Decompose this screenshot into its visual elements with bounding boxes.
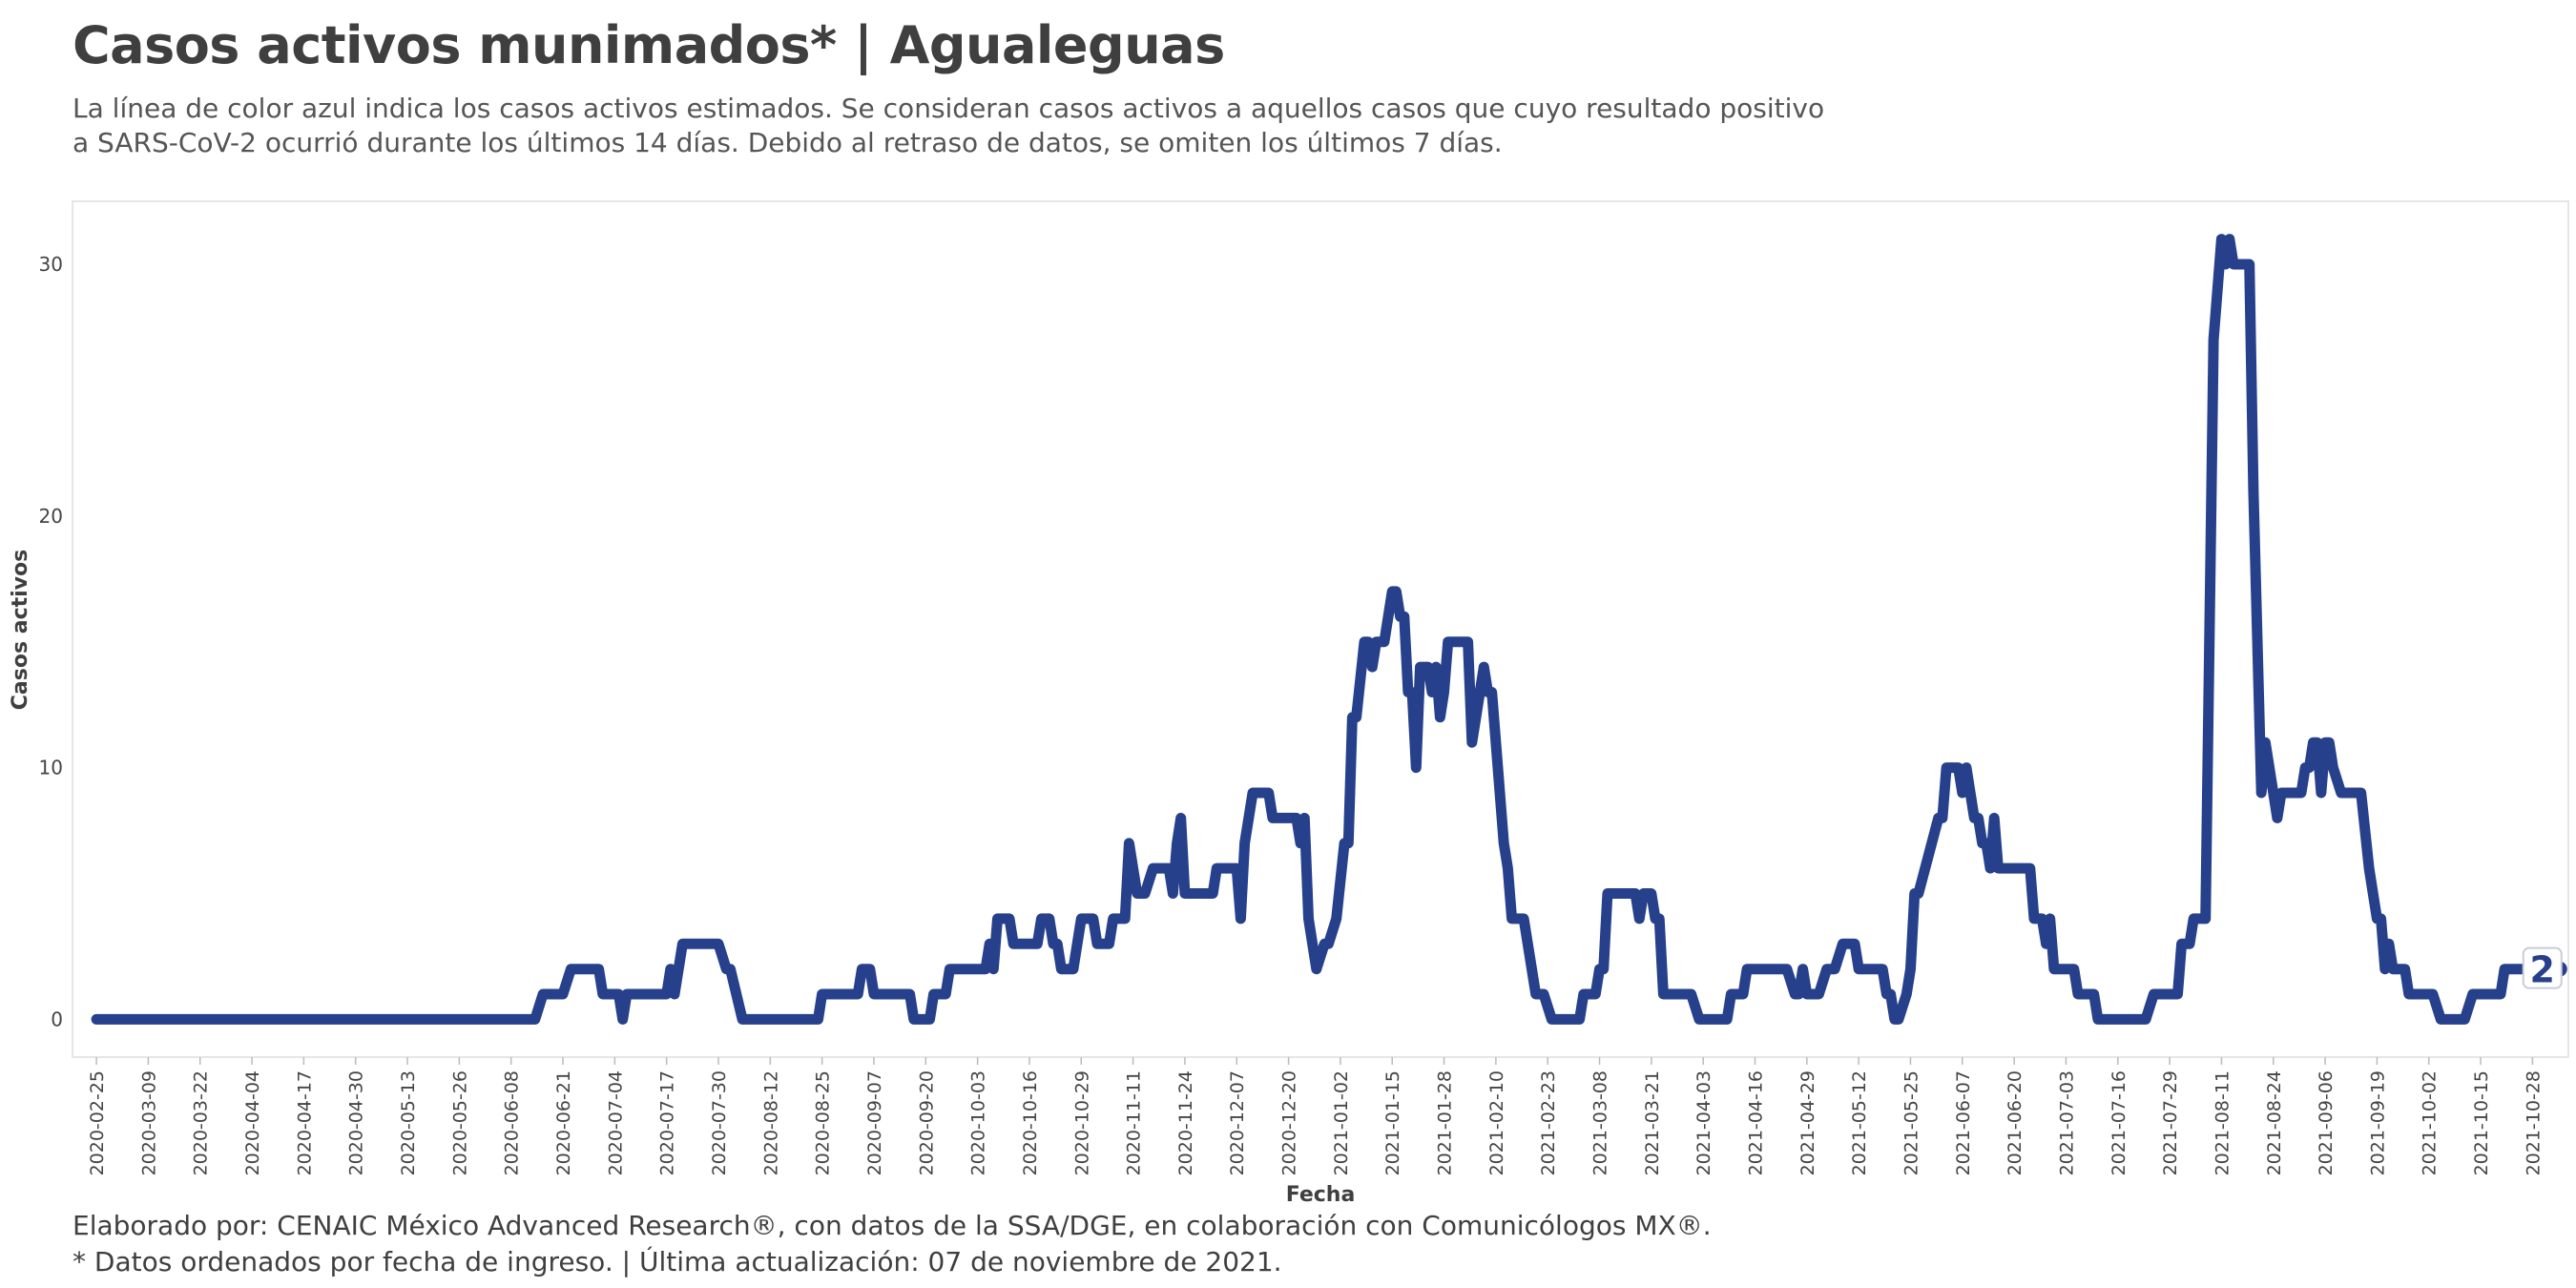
x-tick-label: 2020-11-24	[1175, 1070, 1196, 1175]
x-tick-label: 2020-03-22	[191, 1070, 212, 1175]
x-tick-label: 2020-06-08	[502, 1070, 523, 1175]
x-tick-label: 2021-01-02	[1331, 1070, 1352, 1175]
caption-line-2: * Datos ordenados por fecha de ingreso. …	[73, 1246, 1282, 1278]
x-tick-label: 2021-04-29	[1797, 1070, 1818, 1175]
x-tick-label: 2021-10-02	[2420, 1070, 2441, 1175]
subtitle-line-1: La línea de color azul indica los casos …	[73, 93, 1825, 124]
x-tick-label: 2021-10-15	[2471, 1070, 2492, 1175]
x-axis-ticks: 2020-02-25 2020-03-09 2020-03-22 2020-04-04…	[87, 1057, 2544, 1175]
x-tick-label: 2021-02-10	[1486, 1070, 1507, 1175]
x-tick-label: 2020-09-07	[864, 1070, 885, 1175]
series-line-casos-activos	[91, 234, 2546, 1025]
x-tick-label: 2020-04-17	[294, 1070, 315, 1175]
y-tick-label: 10	[39, 757, 63, 779]
subtitle-line-2: a SARS-CoV-2 ocurrió durante los últimos…	[73, 127, 1503, 158]
x-tick-label: 2021-01-15	[1382, 1070, 1403, 1175]
x-tick-label: 2021-07-03	[2056, 1070, 2077, 1175]
x-tick-label: 2021-04-16	[1746, 1070, 1767, 1175]
x-tick-label: 2020-03-09	[138, 1070, 159, 1175]
x-tick-label: 2020-07-30	[709, 1070, 730, 1175]
x-tick-label: 2020-02-25	[87, 1070, 108, 1175]
y-axis-ticks: 0 10 20 30	[39, 253, 63, 1030]
plot-panel	[72, 200, 2569, 1058]
x-tick-label: 2020-05-26	[449, 1070, 470, 1175]
chart-subtitle: La línea de color azul indica los casos …	[73, 92, 1885, 160]
x-tick-label: 2021-09-19	[2367, 1070, 2388, 1175]
chart-caption: Elaborado por: CENAIC México Advanced Re…	[73, 1208, 1712, 1280]
x-tick-label: 2020-07-17	[657, 1070, 678, 1175]
x-tick-label: 2020-09-20	[916, 1070, 937, 1175]
last-value-label-box	[2522, 946, 2563, 989]
x-tick-label: 2021-10-28	[2523, 1070, 2544, 1175]
x-tick-label: 2021-04-03	[1693, 1070, 1714, 1175]
x-axis-title: Fecha	[1286, 1183, 1356, 1202]
x-tick-label: 2021-03-08	[1590, 1070, 1611, 1175]
x-tick-label: 2021-01-28	[1435, 1070, 1456, 1175]
x-tick-label: 2021-08-11	[2212, 1070, 2233, 1175]
y-tick-label: 0	[51, 1008, 63, 1030]
x-tick-label: 2021-09-06	[2316, 1070, 2337, 1175]
x-tick-label: 2020-10-16	[1020, 1070, 1041, 1175]
x-tick-label: 2020-04-04	[242, 1070, 263, 1175]
x-tick-label: 2020-05-13	[398, 1070, 419, 1175]
last-value-label: 2	[2530, 949, 2555, 991]
x-tick-label: 2020-12-20	[1279, 1070, 1300, 1175]
x-tick-label: 2021-03-21	[1642, 1070, 1663, 1175]
x-tick-label: 2021-07-16	[2109, 1070, 2129, 1175]
x-tick-label: 2021-08-24	[2264, 1070, 2285, 1175]
x-tick-label: 2020-10-29	[1071, 1070, 1092, 1175]
y-tick-label: 30	[39, 253, 63, 276]
x-tick-label: 2020-08-25	[813, 1070, 834, 1175]
x-tick-label: 2020-06-21	[553, 1070, 574, 1175]
x-tick-label: 2020-10-03	[968, 1070, 989, 1175]
chart-title: Casos activos munimados* | Agualeguas	[73, 15, 1225, 75]
x-tick-label: 2020-11-11	[1124, 1070, 1145, 1175]
x-tick-label: 2021-02-23	[1538, 1070, 1559, 1175]
x-tick-label: 2021-05-12	[1849, 1070, 1870, 1175]
x-tick-label: 2020-08-12	[760, 1070, 781, 1175]
x-tick-label: 2020-12-07	[1227, 1070, 1248, 1175]
x-tick-label: 2021-06-07	[1953, 1070, 1974, 1175]
x-tick-label: 2021-05-25	[1901, 1070, 1922, 1175]
x-tick-label: 2020-07-04	[605, 1070, 626, 1175]
x-tick-label: 2021-07-29	[2160, 1070, 2181, 1175]
x-tick-label: 2021-06-20	[2005, 1070, 2025, 1175]
y-axis-title: Casos activos	[9, 550, 32, 710]
x-tick-label: 2020-04-30	[346, 1070, 367, 1175]
caption-line-1: Elaborado por: CENAIC México Advanced Re…	[73, 1210, 1712, 1241]
y-tick-label: 20	[39, 505, 63, 528]
